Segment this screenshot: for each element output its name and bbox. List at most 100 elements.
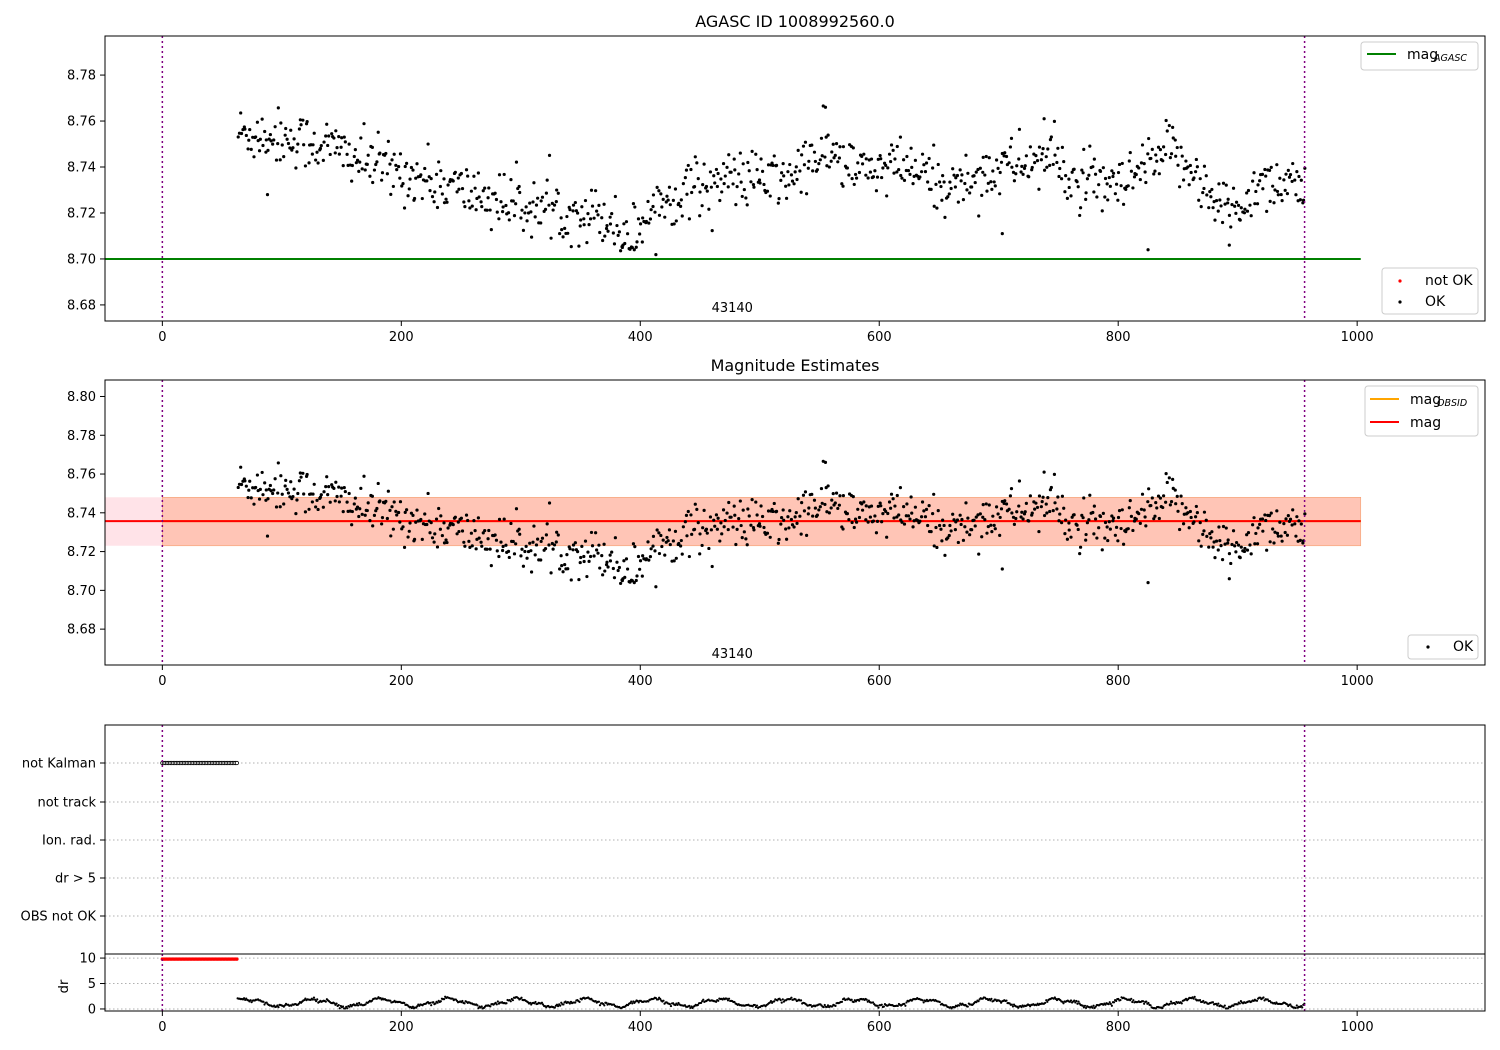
data-point-ok (989, 523, 993, 527)
dr-point (439, 1000, 442, 1003)
dr-point (637, 1001, 640, 1004)
data-point-ok (464, 168, 469, 172)
dr-point (753, 1003, 756, 1007)
data-point-ok (689, 513, 693, 517)
dr-point (364, 1003, 367, 1006)
data-point-ok (784, 537, 789, 541)
data-point-ok (1088, 144, 1092, 148)
data-point-ok (340, 486, 344, 490)
data-point-ok (671, 539, 675, 543)
data-point-ok (876, 504, 880, 508)
data-point-ok (879, 157, 883, 161)
data-point-ok (795, 177, 799, 182)
data-point-ok (976, 167, 980, 172)
data-point-ok (483, 529, 487, 533)
data-point-ok (294, 512, 298, 516)
data-point-ok (666, 198, 670, 202)
data-point-ok (1103, 195, 1107, 199)
data-point-ok (1042, 513, 1047, 518)
dr-point (574, 1001, 577, 1004)
data-point-ok (350, 523, 354, 527)
data-point-ok (884, 509, 888, 514)
data-point-ok (332, 136, 336, 140)
data-point-ok (1048, 509, 1052, 514)
data-point-ok (255, 473, 260, 477)
data-point-ok (477, 536, 481, 540)
data-point-ok (463, 205, 467, 209)
data-point-ok (519, 216, 523, 220)
data-point-ok (1279, 192, 1283, 197)
dr-point (822, 1006, 825, 1009)
dr-point (495, 1003, 498, 1006)
dr-point (688, 1004, 691, 1007)
data-point-ok (1265, 209, 1269, 213)
data-point-ok (1084, 197, 1088, 201)
data-point-ok (1147, 487, 1151, 491)
dr-point (882, 1005, 885, 1008)
data-point-ok (517, 184, 521, 189)
data-point-ok (594, 189, 598, 193)
data-point-ok (1012, 522, 1017, 527)
data-point-ok (1039, 158, 1043, 162)
dr-point (556, 1005, 560, 1008)
data-point-ok (604, 563, 609, 567)
data-point-ok (1187, 526, 1191, 530)
data-point-ok (833, 501, 837, 505)
data-point-ok (874, 189, 879, 193)
data-point-ok (603, 234, 607, 238)
data-point-ok (911, 525, 915, 529)
dr-point (568, 1002, 571, 1005)
data-point-ok (740, 194, 744, 199)
data-point-ok (1146, 500, 1150, 504)
data-point-ok (1072, 513, 1076, 517)
data-point-ok (355, 158, 360, 162)
data-point-ok (589, 530, 594, 535)
data-point-ok (818, 158, 822, 162)
data-point-ok (1085, 177, 1090, 181)
y-tick-label: 8.74 (67, 506, 96, 521)
data-point-ok (680, 552, 684, 556)
data-point-ok (1295, 515, 1299, 519)
data-point-ok (1176, 163, 1180, 167)
data-point-ok (837, 503, 841, 507)
data-point-ok (249, 496, 253, 500)
data-point-ok (679, 544, 683, 548)
dr-point (605, 1001, 608, 1005)
data-point-ok (841, 184, 845, 188)
dr-point (511, 999, 515, 1002)
data-point-ok (1249, 552, 1253, 556)
data-point-ok (679, 538, 683, 543)
data-point-ok (1173, 138, 1177, 142)
data-point-ok (1223, 542, 1227, 546)
data-point-ok (1216, 209, 1220, 213)
data-point-ok (820, 501, 824, 505)
x-tick-label: 1000 (1341, 674, 1374, 689)
dr-point (496, 1000, 499, 1003)
data-point-ok (787, 183, 791, 187)
data-point-ok (1271, 527, 1275, 531)
data-point-ok (389, 534, 393, 538)
data-point-ok (1098, 169, 1103, 173)
data-point-ok (1227, 577, 1231, 581)
data-point-ok (1143, 515, 1147, 519)
data-point-ok (1107, 175, 1111, 180)
data-point-ok (747, 514, 751, 518)
data-point-ok (919, 515, 924, 519)
data-point-ok (1048, 163, 1052, 168)
data-point-ok (529, 210, 533, 214)
dr-point-red (235, 957, 239, 961)
data-point-ok (1144, 180, 1148, 185)
data-point-ok (1019, 515, 1023, 519)
data-point-ok (324, 485, 328, 489)
data-point-ok (1106, 538, 1110, 543)
data-point-ok (357, 169, 361, 173)
x-tick-label: 200 (389, 330, 414, 345)
data-point-ok (531, 540, 535, 544)
dr-point (578, 1000, 581, 1004)
data-point-ok (960, 173, 964, 177)
data-point-ok (280, 492, 284, 496)
data-point-ok (1055, 507, 1059, 511)
data-point-ok (326, 493, 330, 497)
data-point-ok (651, 534, 656, 538)
